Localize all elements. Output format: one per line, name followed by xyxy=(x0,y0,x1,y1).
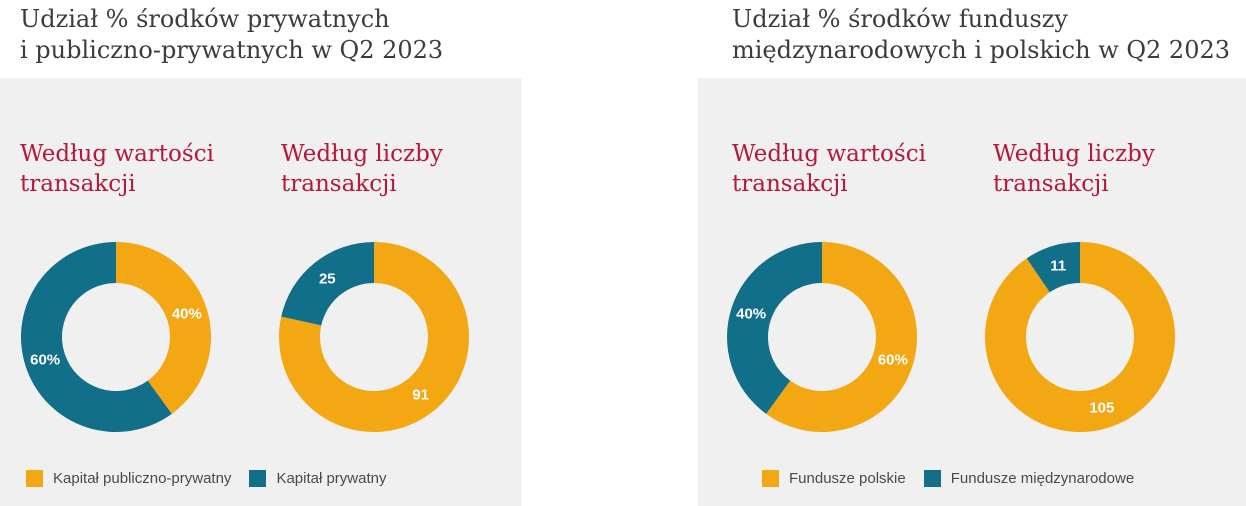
donut-slice-0 xyxy=(116,242,212,414)
chart-title-line-2: transakcji xyxy=(281,171,397,197)
legend-label: Kapitał publiczno-prywatny xyxy=(53,470,232,487)
donut-data-label-0: 60% xyxy=(878,352,908,369)
donut-data-label-0: 91 xyxy=(412,387,429,404)
donut-slice-1 xyxy=(21,242,172,433)
donut-data-label-1: 25 xyxy=(319,270,336,287)
legend-item-polish-funds: Fundusze polskie xyxy=(762,470,906,487)
donut-data-label-0: 105 xyxy=(1089,400,1114,417)
chart-title-line-1: Według wartości xyxy=(732,141,926,167)
legend-swatch-teal xyxy=(923,470,941,487)
chart-title-by-value-1: Według wartości transakcji xyxy=(20,139,214,199)
donut-data-label-1: 11 xyxy=(1050,257,1066,274)
legend-label: Fundusze polskie xyxy=(789,470,906,487)
donut-slice-1 xyxy=(1026,242,1080,293)
donut-data-label-0: 40% xyxy=(172,305,202,322)
panel-title-line-2: i publiczno-prywatnych w Q2 2023 xyxy=(20,36,444,64)
donut-slice-0 xyxy=(766,242,918,433)
donut-slice-1 xyxy=(727,242,822,414)
legend-item-public-private: Kapitał publiczno-prywatny xyxy=(26,470,231,487)
chart-title-by-value-2: Według wartości transakcji xyxy=(732,139,926,199)
chart-title-line-2: transakcji xyxy=(20,171,136,197)
donut-slice-1 xyxy=(281,242,374,326)
legend-swatch-teal xyxy=(249,470,267,487)
chart-title-line-1: Według liczby xyxy=(993,141,1155,167)
legend-item-private: Kapitał prywatny xyxy=(249,470,387,487)
panel-title-line-2: międzynarodowych i polskich w Q2 2023 xyxy=(732,36,1231,64)
legend-swatch-orange xyxy=(762,470,779,487)
legend-item-international-funds: Fundusze międzynarodowe xyxy=(923,470,1135,487)
chart-title-line-2: transakcji xyxy=(732,171,848,197)
chart-title-line-1: Według wartości xyxy=(20,141,214,167)
panel-title-line-1: Udział % środków prywatnych xyxy=(20,5,390,33)
donut-data-label-1: 60% xyxy=(30,352,60,369)
donut-slice-0 xyxy=(985,242,1175,432)
legend-swatch-orange xyxy=(26,470,43,487)
legend-label: Fundusze międzynarodowe xyxy=(950,470,1135,487)
legend-panel-2: Fundusze polskie Fundusze międzynarodowe xyxy=(762,470,1152,487)
panel-title-funds: Udział % środków funduszy międzynarodowy… xyxy=(732,4,1230,66)
donut-slice-0 xyxy=(278,242,469,432)
panel-title-private-public: Udział % środków prywatnych i publiczno-… xyxy=(20,4,443,66)
panel-title-line-1: Udział % środków funduszy xyxy=(732,5,1068,33)
donut-data-label-1: 40% xyxy=(736,305,766,322)
legend-panel-1: Kapitał publiczno-prywatny Kapitał prywa… xyxy=(26,470,405,487)
chart-title-by-count-1: Według liczby transakcji xyxy=(281,139,443,199)
chart-title-by-count-2: Według liczby transakcji xyxy=(993,139,1155,199)
chart-title-line-1: Według liczby xyxy=(281,141,443,167)
legend-label: Kapitał prywatny xyxy=(276,470,387,487)
chart-title-line-2: transakcji xyxy=(993,171,1109,197)
